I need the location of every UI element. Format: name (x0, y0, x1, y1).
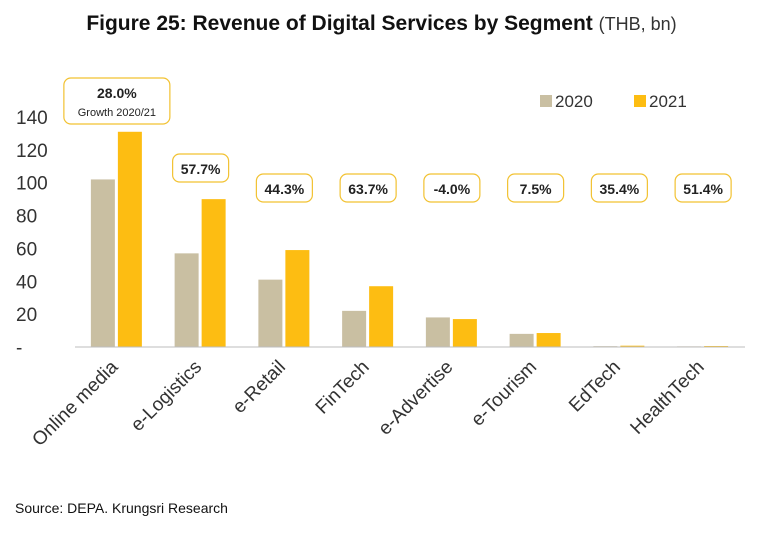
legend-label: 2021 (649, 92, 687, 111)
bar-2021-1 (117, 131, 142, 347)
y-tick-label: 60 (16, 239, 37, 260)
bar-2020-2 (174, 253, 199, 347)
growth-box-1 (63, 77, 171, 125)
legend-swatch-2020 (540, 95, 552, 107)
legend-label: 2020 (555, 92, 593, 111)
chart-title-text: Figure 25: Revenue of Digital Services b… (86, 12, 593, 35)
growth-label: 35.4% (600, 181, 640, 197)
x-tick-label: FinTech (312, 357, 374, 419)
y-tick-label: 40 (16, 272, 37, 293)
bar-2021-7 (620, 345, 645, 347)
growth-label: -4.0% (434, 181, 471, 197)
growth-label: 28.0% (97, 85, 137, 101)
growth-label: 51.4% (683, 181, 723, 197)
chart-title-unit: (THB, bn) (598, 14, 677, 34)
bar-2021-3 (285, 250, 310, 347)
bar-2020-4 (342, 310, 367, 347)
growth-box-3 (255, 173, 313, 203)
source-note: Source: DEPA. Krungsri Research (15, 500, 228, 516)
x-tick-label: EdTech (565, 357, 625, 417)
chart-title: Figure 25: Revenue of Digital Services b… (0, 12, 763, 36)
bar-2021-4 (369, 286, 394, 347)
growth-box-6 (507, 173, 565, 203)
growth-caption: Growth 2020/21 (78, 107, 156, 119)
growth-box-2 (172, 153, 230, 183)
bar-2020-6 (509, 333, 534, 347)
y-tick-label: - (16, 338, 22, 359)
bar-2020-3 (258, 279, 283, 347)
y-tick-label: 20 (16, 305, 37, 326)
bar-2021-5 (452, 319, 477, 347)
y-tick-label: 80 (16, 207, 37, 228)
x-tick-label: Online media (28, 356, 122, 450)
bar-2021-2 (201, 199, 226, 347)
legend-swatch-2021 (634, 95, 646, 107)
bar-2021-6 (536, 333, 561, 347)
growth-label: 57.7% (181, 161, 221, 177)
x-tick-label: e-Advertise (375, 357, 458, 440)
growth-label: 63.7% (348, 181, 388, 197)
growth-label: 44.3% (265, 181, 305, 197)
growth-box-8 (674, 173, 732, 203)
y-tick-label: 140 (16, 108, 48, 129)
bar-2020-5 (425, 317, 450, 347)
x-tick-label: HealthTech (627, 357, 709, 439)
x-tick-label: e-Tourism (467, 357, 541, 431)
growth-box-4 (339, 173, 397, 203)
x-tick-label: e-Retail (229, 357, 290, 418)
y-tick-label: 100 (16, 174, 48, 195)
y-tick-label: 120 (16, 141, 48, 162)
x-tick-label: e-Logistics (127, 357, 206, 436)
growth-box-5 (423, 173, 481, 203)
growth-box-7 (590, 173, 648, 203)
growth-label: 7.5% (520, 181, 552, 197)
bar-2020-1 (90, 179, 115, 347)
